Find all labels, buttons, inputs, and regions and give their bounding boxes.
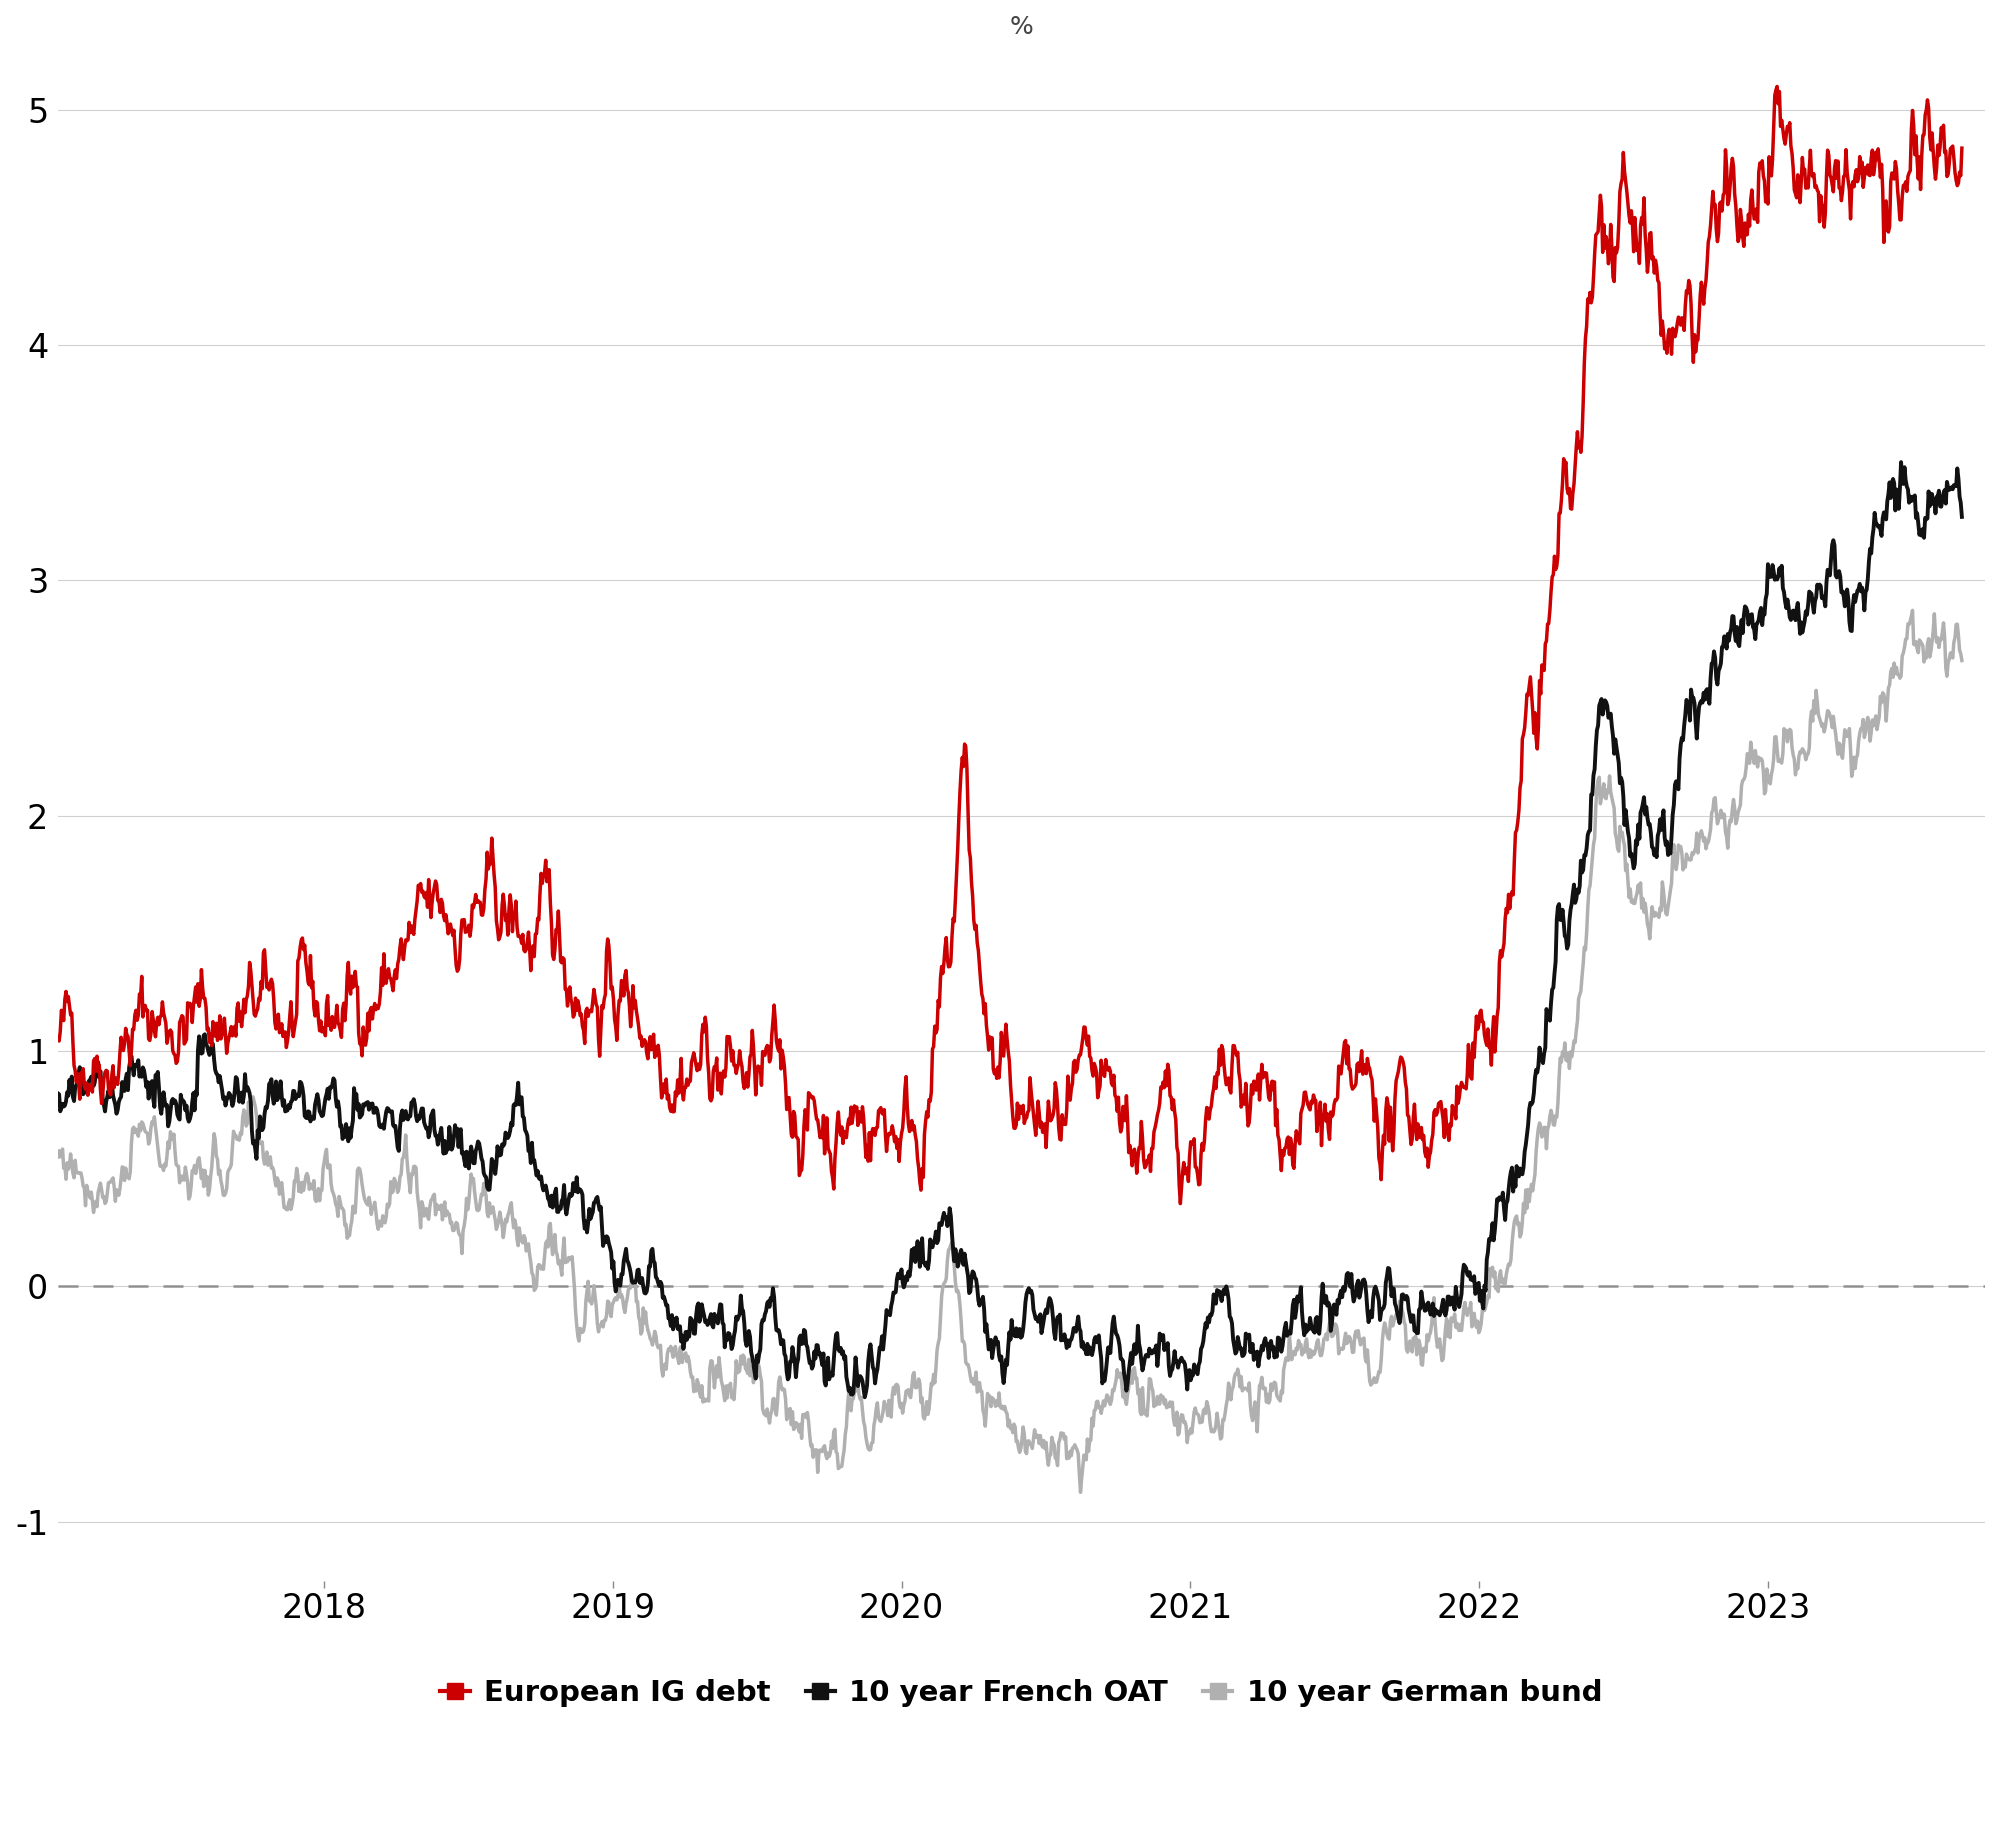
- Legend: European IG debt, 10 year French OAT, 10 year German bund: European IG debt, 10 year French OAT, 10…: [428, 1667, 1614, 1718]
- Title: %: %: [1010, 15, 1034, 38]
